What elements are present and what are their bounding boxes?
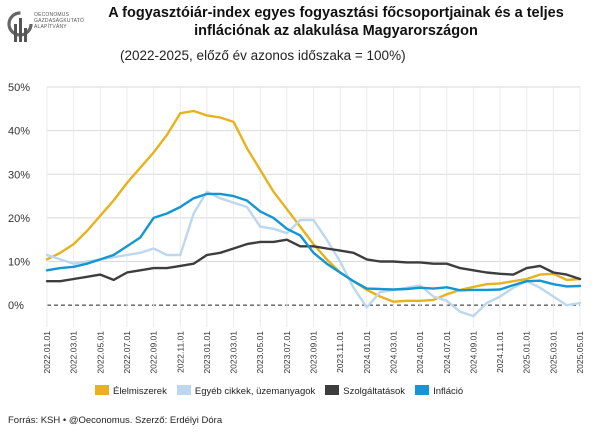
y-tick-label: 10% [8, 257, 30, 269]
chart-legend: Élelmiszerek Egyéb cikkek, üzemanyagok Szo… [95, 385, 595, 397]
legend-label: Egyéb cikkek, üzemanyagok [194, 386, 316, 397]
x-tick-label: 2022.05.01 [95, 331, 105, 374]
y-tick-label: 40% [8, 126, 30, 138]
legend-swatch [176, 385, 191, 395]
x-tick-label: 2025.03.01 [548, 331, 558, 374]
y-tick-label: 20% [8, 213, 30, 225]
x-tick-label: 2024.11.01 [495, 331, 505, 373]
x-tick-label: 2023.09.01 [309, 331, 319, 374]
legend-swatch [415, 385, 430, 395]
logo-text-line-1: OECONOMUS [34, 12, 70, 18]
legend-item: Élelmiszerek [95, 385, 167, 397]
x-tick-label: 2023.07.01 [282, 331, 292, 374]
x-tick-label: 2024.07.01 [442, 331, 452, 374]
legend-item: Szolgáltatások [325, 385, 405, 397]
x-tick-label: 2022.09.01 [149, 331, 159, 374]
y-tick-label: 30% [8, 169, 30, 181]
x-tick-label: 2025.05.01 [575, 331, 585, 374]
legend-swatch [95, 385, 109, 395]
logo-bar-2-icon [19, 18, 22, 42]
y-tick-label: 50% [8, 82, 30, 94]
logo-bar-1-icon [14, 24, 17, 42]
logo-bar-3-icon [24, 28, 27, 42]
logo-text-line-2: GAZDASÁGKUTATÓ [34, 18, 85, 24]
legend-label: Élelmiszerek [113, 386, 167, 397]
chart-title-line-1: A fogyasztóiár-index egyes fogyasztási f… [108, 5, 564, 21]
chart-title-line-2: inflációnak az alakulása Magyarországon [194, 23, 478, 39]
legend-item: Infláció [415, 385, 463, 397]
logo-text-line-3: ALAPÍTVÁNY [34, 24, 67, 30]
series-line-3 [45, 238, 582, 283]
x-tick-label: 2024.09.01 [468, 331, 478, 374]
source-note: Forrás: KSH • @Oeconomus. Szerző: Erdély… [8, 415, 223, 426]
x-tick-label: 2024.03.01 [388, 331, 398, 374]
x-tick-label: 2023.01.01 [202, 331, 212, 374]
chart-title: A fogyasztóiár-index egyes fogyasztási f… [86, 4, 586, 40]
x-tick-label: 2025.01.01 [522, 331, 532, 374]
x-tick-label: 2023.03.01 [229, 331, 239, 374]
oeconomus-logo [7, 11, 33, 42]
legend-label: Szolgáltatások [343, 386, 406, 397]
legend-swatch [325, 385, 340, 395]
series-line-2 [45, 190, 582, 318]
legend-label: Infláció [433, 386, 464, 397]
logo-text: OECONOMUS GAZDASÁGKUTATÓ ALAPÍTVÁNY [34, 12, 84, 30]
x-tick-label: 2023.11.01 [335, 331, 345, 373]
x-tick-label: 2022.03.01 [69, 331, 79, 374]
x-tick-label: 2024.01.01 [362, 331, 372, 374]
series-line-4 [45, 192, 582, 292]
x-tick-label: 2024.05.01 [415, 331, 425, 374]
chart-subtitle: (2022-2025, előző év azonos időszaka = 1… [120, 48, 406, 63]
series-line-1 [45, 109, 582, 303]
x-tick-label: 2022.01.01 [42, 331, 52, 374]
x-tick-label: 2022.07.01 [122, 331, 132, 374]
legend-item: Egyéb cikkek, üzemanyagok [176, 385, 316, 397]
y-tick-label: 0% [8, 300, 24, 312]
x-tick-label: 2023.05.01 [255, 331, 265, 374]
x-tick-label: 2022.11.01 [175, 331, 185, 373]
